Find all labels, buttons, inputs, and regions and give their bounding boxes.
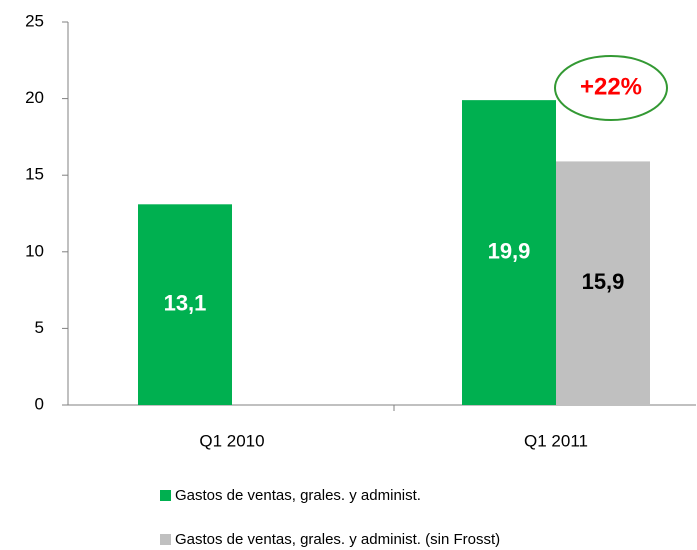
legend-label: Gastos de ventas, grales. y administ. xyxy=(175,487,421,504)
legend-swatch xyxy=(160,490,171,501)
y-tick-label: 5 xyxy=(35,318,44,337)
value-label: 15,9 xyxy=(582,269,625,294)
bar xyxy=(138,204,232,405)
legend-swatch xyxy=(160,534,171,545)
x-tick-label: Q1 2010 xyxy=(199,431,264,450)
y-tick-label: 0 xyxy=(35,394,44,413)
value-label: 19,9 xyxy=(488,238,531,263)
annotation-ellipse xyxy=(554,55,668,121)
y-tick-label: 25 xyxy=(25,11,44,30)
annotation: +22% xyxy=(580,73,642,100)
y-tick-label: 15 xyxy=(25,165,44,184)
value-label: 13,1 xyxy=(164,290,207,315)
bar xyxy=(462,100,556,405)
legend-label: Gastos de ventas, grales. y administ. (s… xyxy=(175,531,500,548)
y-tick-label: 10 xyxy=(25,241,44,260)
y-tick-label: 20 xyxy=(25,88,44,107)
x-tick-label: Q1 2011 xyxy=(524,431,588,450)
bar xyxy=(556,161,650,405)
